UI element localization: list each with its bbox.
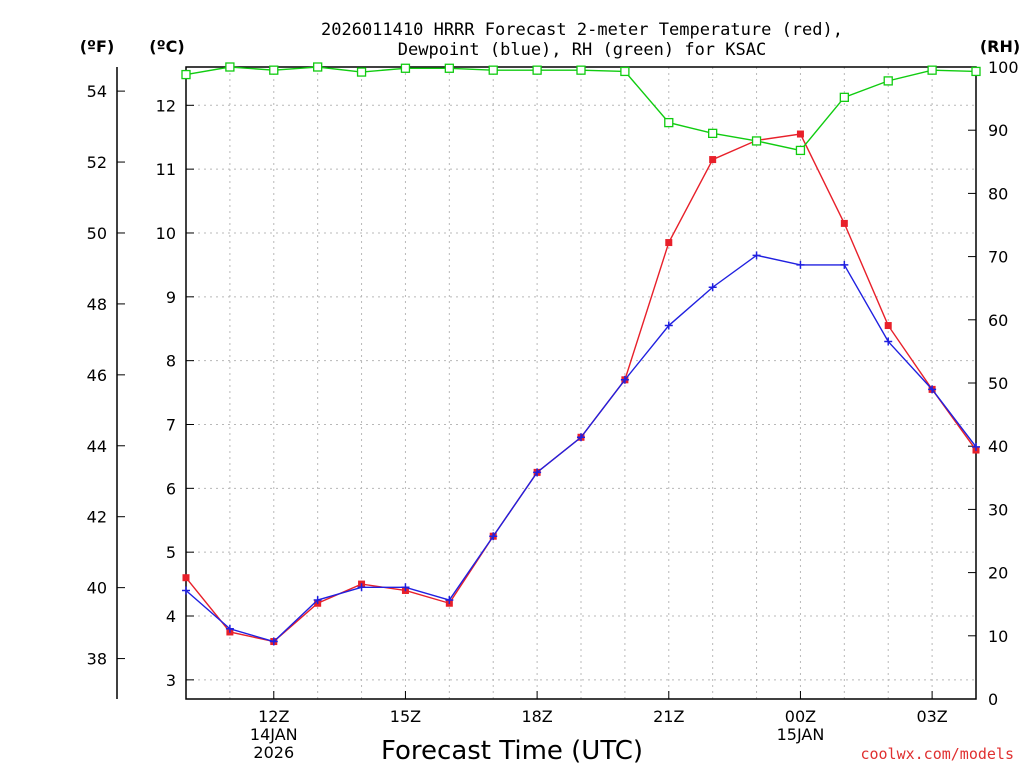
- dewpoint-point: [182, 586, 190, 595]
- fahrenheit-tick-label: 54: [87, 82, 107, 101]
- rh-tick-label: 30: [988, 500, 1008, 519]
- dewpoint-point: [357, 583, 366, 592]
- axes: [116, 66, 977, 700]
- x-tick-label: 12Z: [258, 707, 289, 726]
- dewpoint-point: [796, 260, 805, 269]
- temperature-point: [182, 574, 190, 582]
- dewpoint-point: [269, 637, 278, 646]
- rh-tick-label: 20: [988, 564, 1008, 583]
- grid-lines: [186, 67, 976, 699]
- temperature-point: [796, 130, 804, 138]
- rh-point: [708, 128, 718, 139]
- rh-tick-label: 90: [988, 121, 1008, 140]
- fahrenheit-tick-label: 40: [87, 579, 107, 598]
- dewpoint-point: [752, 251, 761, 260]
- dewpoint-point: [445, 596, 454, 605]
- celsius-tick-label: 6: [166, 479, 176, 498]
- x-tick-label: 00Z: [785, 707, 816, 726]
- rh-tick-label: 100: [988, 58, 1019, 77]
- temperature-point: [709, 156, 717, 164]
- rh-point: [971, 66, 981, 77]
- rh-unit-label: (RH): [980, 37, 1020, 56]
- celsius-unit-label: (ºC): [149, 37, 184, 56]
- x-axis-label: Forecast Time (UTC): [381, 736, 643, 766]
- temperature-point: [840, 219, 848, 227]
- rh-point: [664, 117, 674, 128]
- celsius-tick-label: 3: [166, 671, 176, 690]
- celsius-tick-label: 10: [156, 224, 176, 243]
- rh-point: [839, 92, 849, 102]
- rh-tick-label: 50: [988, 374, 1008, 393]
- celsius-tick-label: 8: [166, 352, 176, 371]
- temperature-series: [182, 130, 980, 646]
- rh-point: [532, 65, 542, 75]
- dewpoint-point: [972, 442, 980, 451]
- dewpoint-point: [620, 375, 629, 384]
- rh-tick-label: 80: [988, 184, 1008, 203]
- x-tick-label: 14JAN: [250, 725, 298, 744]
- tick-labels: 38 40 42 44 46 48 50 52 54 3 4 5 6 7 8 9 10 11 12 0 10 20 30 40…: [87, 58, 1019, 762]
- dewpoint-point: [664, 321, 673, 330]
- celsius-tick-label: 7: [166, 415, 176, 434]
- celsius-tick-label: 12: [156, 96, 176, 115]
- rh-series: [181, 62, 981, 156]
- rh-point: [883, 76, 893, 86]
- rh-point: [444, 63, 454, 73]
- fahrenheit-tick-label: 50: [87, 224, 107, 243]
- celsius-tick-label: 9: [166, 288, 176, 307]
- rh-point: [751, 136, 762, 146]
- dewpoint-point: [489, 532, 498, 541]
- chart-title-line-1: 2026011410 HRRR Forecast 2-meter Tempera…: [321, 20, 843, 40]
- x-tick-label: 18Z: [521, 707, 552, 726]
- series-group: [181, 62, 981, 646]
- rh-point: [313, 62, 323, 72]
- x-tick-label: 21Z: [653, 707, 684, 726]
- temperature-point: [884, 322, 892, 330]
- rh-point: [576, 65, 586, 75]
- rh-point: [356, 67, 367, 77]
- chart-title-line-2: Dewpoint (blue), RH (green) for KSAC: [398, 40, 766, 60]
- dewpoint-point: [225, 624, 234, 633]
- rh-tick-label: 10: [988, 627, 1008, 646]
- rh-point: [181, 69, 191, 80]
- dewpoint-point: [884, 337, 893, 346]
- dewpoint-point: [313, 596, 322, 605]
- credit-link[interactable]: coolwx.com/models: [860, 745, 1014, 763]
- x-tick-label: 15JAN: [777, 725, 825, 744]
- dewpoint-point: [401, 583, 410, 592]
- fahrenheit-tick-label: 38: [87, 650, 107, 669]
- dewpoint-series: [182, 251, 980, 646]
- fahrenheit-unit-label: (ºF): [80, 37, 115, 56]
- fahrenheit-tick-label: 52: [87, 153, 107, 172]
- rh-point: [269, 65, 279, 75]
- rh-point: [795, 145, 806, 156]
- plot-frame: [185, 66, 977, 700]
- fahrenheit-tick-label: 46: [87, 366, 107, 385]
- x-tick-label: 2026: [253, 743, 294, 762]
- x-tick-label: 03Z: [916, 707, 947, 726]
- fahrenheit-tick-label: 48: [87, 295, 107, 314]
- dewpoint-point: [928, 385, 937, 394]
- celsius-tick-label: 11: [156, 160, 176, 179]
- celsius-tick-label: 5: [166, 543, 176, 562]
- rh-point: [225, 62, 235, 72]
- dewpoint-point: [708, 283, 717, 292]
- rh-point: [927, 65, 937, 75]
- fahrenheit-tick-label: 42: [87, 508, 107, 527]
- dewpoint-point: [840, 260, 849, 269]
- temperature-point: [665, 239, 673, 247]
- rh-point: [488, 65, 498, 75]
- rh-point: [400, 63, 411, 73]
- rh-tick-label: 40: [988, 437, 1008, 456]
- rh-point: [620, 66, 630, 77]
- x-tick-label: 15Z: [390, 707, 421, 726]
- dewpoint-point: [577, 433, 585, 442]
- celsius-tick-label: 4: [166, 607, 176, 626]
- rh-tick-label: 0: [988, 690, 998, 709]
- dewpoint-point: [533, 468, 542, 477]
- fahrenheit-tick-label: 44: [87, 437, 107, 456]
- rh-tick-label: 70: [988, 248, 1008, 267]
- rh-tick-label: 60: [988, 311, 1008, 330]
